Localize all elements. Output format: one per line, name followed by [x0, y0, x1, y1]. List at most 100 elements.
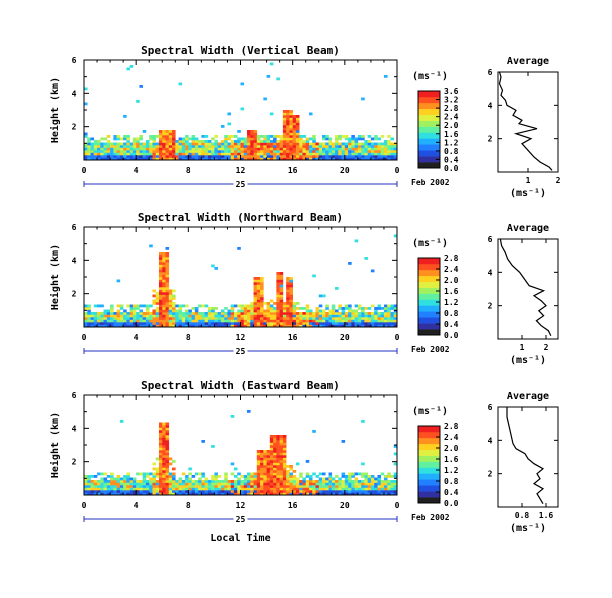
heatmap-cell [162, 307, 166, 310]
heatmap-cell [308, 322, 313, 325]
heatmap-cell [132, 152, 137, 156]
heatmap-cell [253, 292, 258, 295]
y-tick-label: 4 [72, 256, 77, 265]
heatmap-cell [289, 487, 293, 491]
heatmap-cell [299, 155, 303, 158]
heatmap-cell [165, 317, 170, 320]
heatmap-cell [185, 137, 189, 141]
heatmap-cell [253, 309, 258, 313]
heatmap-cell [364, 157, 368, 161]
heatmap-cell [123, 482, 127, 486]
heatmap-cell [113, 487, 117, 491]
heatmap-cell [204, 157, 209, 161]
heatmap-cell [305, 482, 310, 486]
heatmap-cell [390, 137, 395, 141]
heatmap-cell [93, 304, 98, 308]
heatmap-cell [266, 304, 271, 308]
heatmap-cell [286, 312, 290, 315]
heatmap-cell [282, 314, 287, 318]
heatmap-cell [279, 485, 284, 488]
heatmap-cell [93, 150, 98, 153]
heatmap-cell [149, 137, 153, 141]
heatmap-cell [354, 239, 359, 243]
heatmap-cell [97, 152, 101, 156]
heatmap-cell [172, 147, 176, 151]
heatmap-cell [158, 442, 163, 446]
heatmap-cell [282, 317, 287, 320]
heatmap-cell [214, 140, 218, 143]
heatmap-cell [263, 152, 267, 156]
heatmap-cell [119, 145, 124, 148]
heatmap-cell [217, 485, 222, 488]
heatmap-cell [84, 150, 88, 153]
heatmap-cell [253, 152, 258, 156]
heatmap-cell [263, 97, 267, 101]
heatmap-cell [361, 317, 365, 320]
heatmap-cell [266, 307, 271, 310]
heatmap-cell [256, 155, 261, 158]
heatmap-cell [256, 309, 261, 313]
heatmap-cell [87, 312, 91, 315]
heatmap-cell [103, 309, 108, 313]
heatmap-cell [198, 145, 202, 148]
heatmap-cell [139, 487, 143, 491]
heatmap-cell [243, 480, 248, 483]
heatmap-cell [220, 147, 225, 151]
heatmap-cell [87, 137, 91, 141]
heatmap-cell [132, 485, 137, 488]
heatmap-cell [126, 492, 130, 496]
heatmap-cell [253, 482, 258, 486]
heatmap-cell [374, 142, 378, 146]
heatmap-cell [132, 140, 137, 143]
heatmap-cell [217, 490, 222, 493]
heatmap-cell [185, 480, 189, 483]
heatmap-cell [84, 307, 88, 310]
heatmap-cell [260, 282, 264, 285]
heatmap-cell [289, 309, 293, 313]
heatmap-cell [220, 155, 225, 158]
heatmap-cell [165, 442, 170, 446]
heatmap-cell [240, 140, 245, 143]
heatmap-cell [305, 492, 310, 496]
heatmap-cells [84, 234, 398, 328]
heatmap-cell [100, 472, 104, 476]
heatmap-cell [338, 477, 342, 481]
heatmap-cell [338, 492, 342, 496]
heatmap-cell [165, 312, 170, 315]
heatmap-cell [279, 442, 284, 446]
heatmap-cell [126, 145, 130, 148]
heatmap-cell [279, 455, 284, 458]
heatmap-cell [172, 480, 176, 483]
heatmap-cell [302, 480, 307, 483]
heatmap-cell [374, 482, 378, 486]
heatmap-cell [175, 140, 179, 143]
heatmap-cell [240, 319, 245, 323]
heatmap-cell [279, 312, 284, 315]
heatmap-cell [165, 302, 170, 305]
heatmap-cell [116, 142, 121, 146]
heatmap-cell [305, 485, 310, 488]
heatmap-cell [233, 317, 238, 320]
heatmap-cell [158, 304, 163, 308]
heatmap-cell [201, 322, 205, 325]
heatmap-cell [158, 312, 163, 315]
heatmap-cell [129, 487, 134, 491]
heatmap-cell [233, 482, 238, 486]
heatmap-cell [279, 135, 284, 138]
heatmap-cell [383, 475, 388, 478]
heatmap-cell [227, 485, 232, 488]
heatmap-cell [106, 475, 111, 478]
heatmap-cell [178, 492, 183, 496]
heatmap-cell [260, 477, 264, 481]
heatmap-cell [361, 480, 365, 483]
heatmap-cell [217, 145, 222, 148]
heatmap-cell [279, 317, 284, 320]
heatmap-cell [110, 324, 114, 328]
heatmap-cell [295, 135, 300, 138]
heatmap-cell [344, 482, 349, 486]
heatmap-cell [158, 314, 163, 318]
heatmap-cell [84, 475, 88, 478]
heatmap-cell [168, 485, 173, 488]
heatmap-cell [136, 314, 140, 318]
heatmap-cell [237, 147, 241, 151]
